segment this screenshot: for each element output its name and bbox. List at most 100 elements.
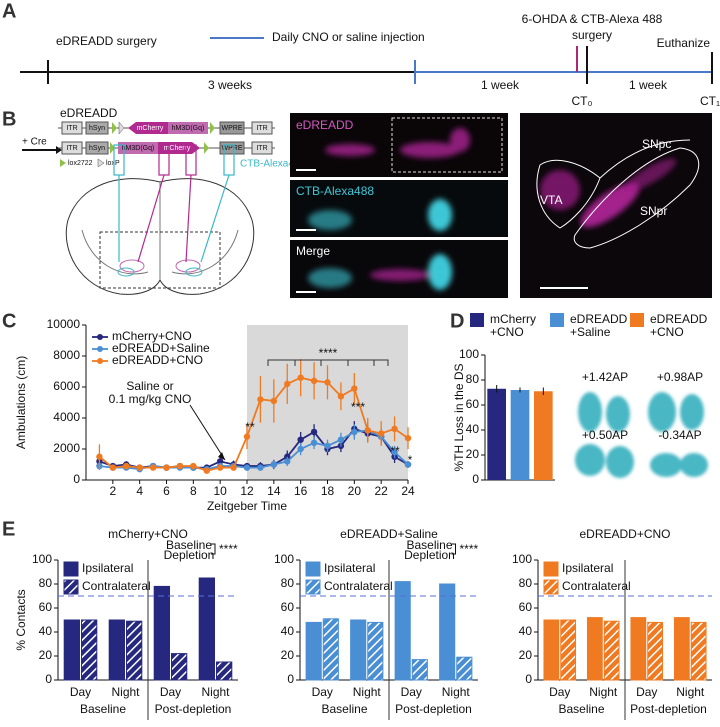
construct-element: ITR [66, 145, 77, 152]
y-tick-label: 20 [39, 648, 53, 662]
data-point [136, 464, 143, 471]
y-tick-label: 100 [459, 347, 479, 361]
y-tick-label: 0 [73, 472, 80, 486]
x-tick-label: 22 [374, 484, 388, 498]
bar [586, 617, 603, 681]
y-tick-label: 0 [525, 672, 532, 686]
legend-label: Ipsilateral [82, 561, 133, 575]
bar [81, 619, 98, 681]
data-point [109, 464, 117, 471]
legend-label: mCherry+CNO [112, 329, 192, 343]
x-tick-label: 12 [240, 484, 254, 498]
panel-label: C [2, 310, 16, 332]
legend-swatch [550, 313, 564, 327]
data-point [243, 433, 251, 440]
bar [510, 390, 530, 480]
construct-element: hM3D(Gq) [172, 125, 205, 132]
y-tick-label: 2000 [53, 441, 80, 455]
construct-element: WPRE [222, 125, 243, 132]
x-tick-label: Day [549, 685, 570, 699]
group-label: Post-depletion [630, 702, 707, 716]
event-label: Euthanize [657, 36, 711, 50]
data-point [310, 428, 318, 436]
micrographs: eDREADD CTB-Alexa488 Merge SNpc VTA SNpr [290, 113, 712, 298]
data-point [297, 374, 304, 381]
event-label: 6-OHDA & CTB-Alexa 488 [522, 12, 663, 26]
group-label: Baseline [321, 702, 367, 716]
x-tick-label: Night [442, 685, 471, 699]
x-tick-label: Night [111, 685, 140, 699]
group-label: Baseline [80, 702, 126, 716]
lox-label: loxP [106, 160, 120, 167]
annotation: * [408, 453, 413, 467]
legend-marker [97, 334, 103, 340]
cre-label: + Cre [22, 137, 47, 148]
bar [534, 391, 553, 480]
bar [630, 617, 647, 681]
section-images: +1.42AP +0.98AP +0.50AP -0.34AP [566, 355, 712, 485]
bar [305, 621, 322, 681]
x-tick-label: Day [312, 685, 333, 699]
bar [322, 618, 339, 681]
data-point [324, 442, 331, 450]
data-point [377, 430, 385, 437]
construct-element: ITR [256, 125, 267, 132]
chart-title: eDREADD+Saline [340, 527, 438, 541]
annotation-arrow-head [218, 452, 225, 460]
data-point [337, 436, 345, 443]
data-point [149, 464, 157, 471]
y-tick-label: 40 [519, 624, 533, 638]
bar [198, 577, 215, 681]
legend-swatch [305, 561, 321, 577]
bar [647, 621, 664, 681]
x-tick-label: Day [401, 685, 422, 699]
panel-label: A [2, 0, 16, 22]
x-tick-label: 2 [109, 484, 116, 498]
bar [63, 619, 80, 681]
event-label: surgery [572, 28, 612, 42]
y-tick-label: 40 [281, 624, 295, 638]
data-point [270, 461, 278, 468]
significance-bracket [267, 359, 389, 366]
data-point [404, 434, 412, 442]
bar [394, 581, 411, 681]
section-label: +0.98AP [657, 370, 703, 384]
x-tick-label: Night [201, 685, 230, 699]
legend-label: Contralateral [324, 579, 393, 593]
data-point [190, 462, 197, 470]
panel-label: D [450, 310, 464, 332]
bar [560, 619, 577, 681]
y-tick-label: 10000 [47, 317, 81, 331]
data-point [284, 458, 291, 465]
data-point [284, 380, 291, 388]
section-label: +1.42AP [582, 370, 628, 384]
y-tick-label: 0 [45, 672, 52, 686]
x-tick-label: Day [636, 685, 657, 699]
data-point [324, 379, 331, 386]
y-tick-label: 80 [466, 372, 480, 386]
duration-label: 1 week [481, 78, 520, 92]
x-axis-label: Zeitgeber Time [207, 499, 287, 513]
legend-swatch [470, 313, 484, 327]
construct-title: eDREADD [60, 106, 118, 120]
data-point [310, 377, 318, 384]
legend-marker [97, 346, 103, 352]
x-tick-label: Night [676, 685, 705, 699]
data-point [243, 464, 251, 471]
annotation: Baseline [166, 538, 212, 552]
bar [487, 388, 506, 480]
duration-label: 3 weeks [208, 78, 252, 92]
data-point [203, 467, 210, 474]
data-point [310, 439, 318, 446]
significance-bracket [451, 543, 456, 555]
bar [153, 585, 170, 681]
y-tick-label: 100 [32, 552, 52, 566]
legend-label: eDREADD+Saline [570, 312, 628, 339]
annotation: ** [390, 444, 400, 458]
y-tick-label: 60 [466, 397, 480, 411]
lox-label: lox2722 [68, 160, 93, 167]
construct-element: hSyn [89, 145, 105, 152]
construct-element: ITR [66, 125, 77, 132]
data-point [96, 453, 103, 460]
